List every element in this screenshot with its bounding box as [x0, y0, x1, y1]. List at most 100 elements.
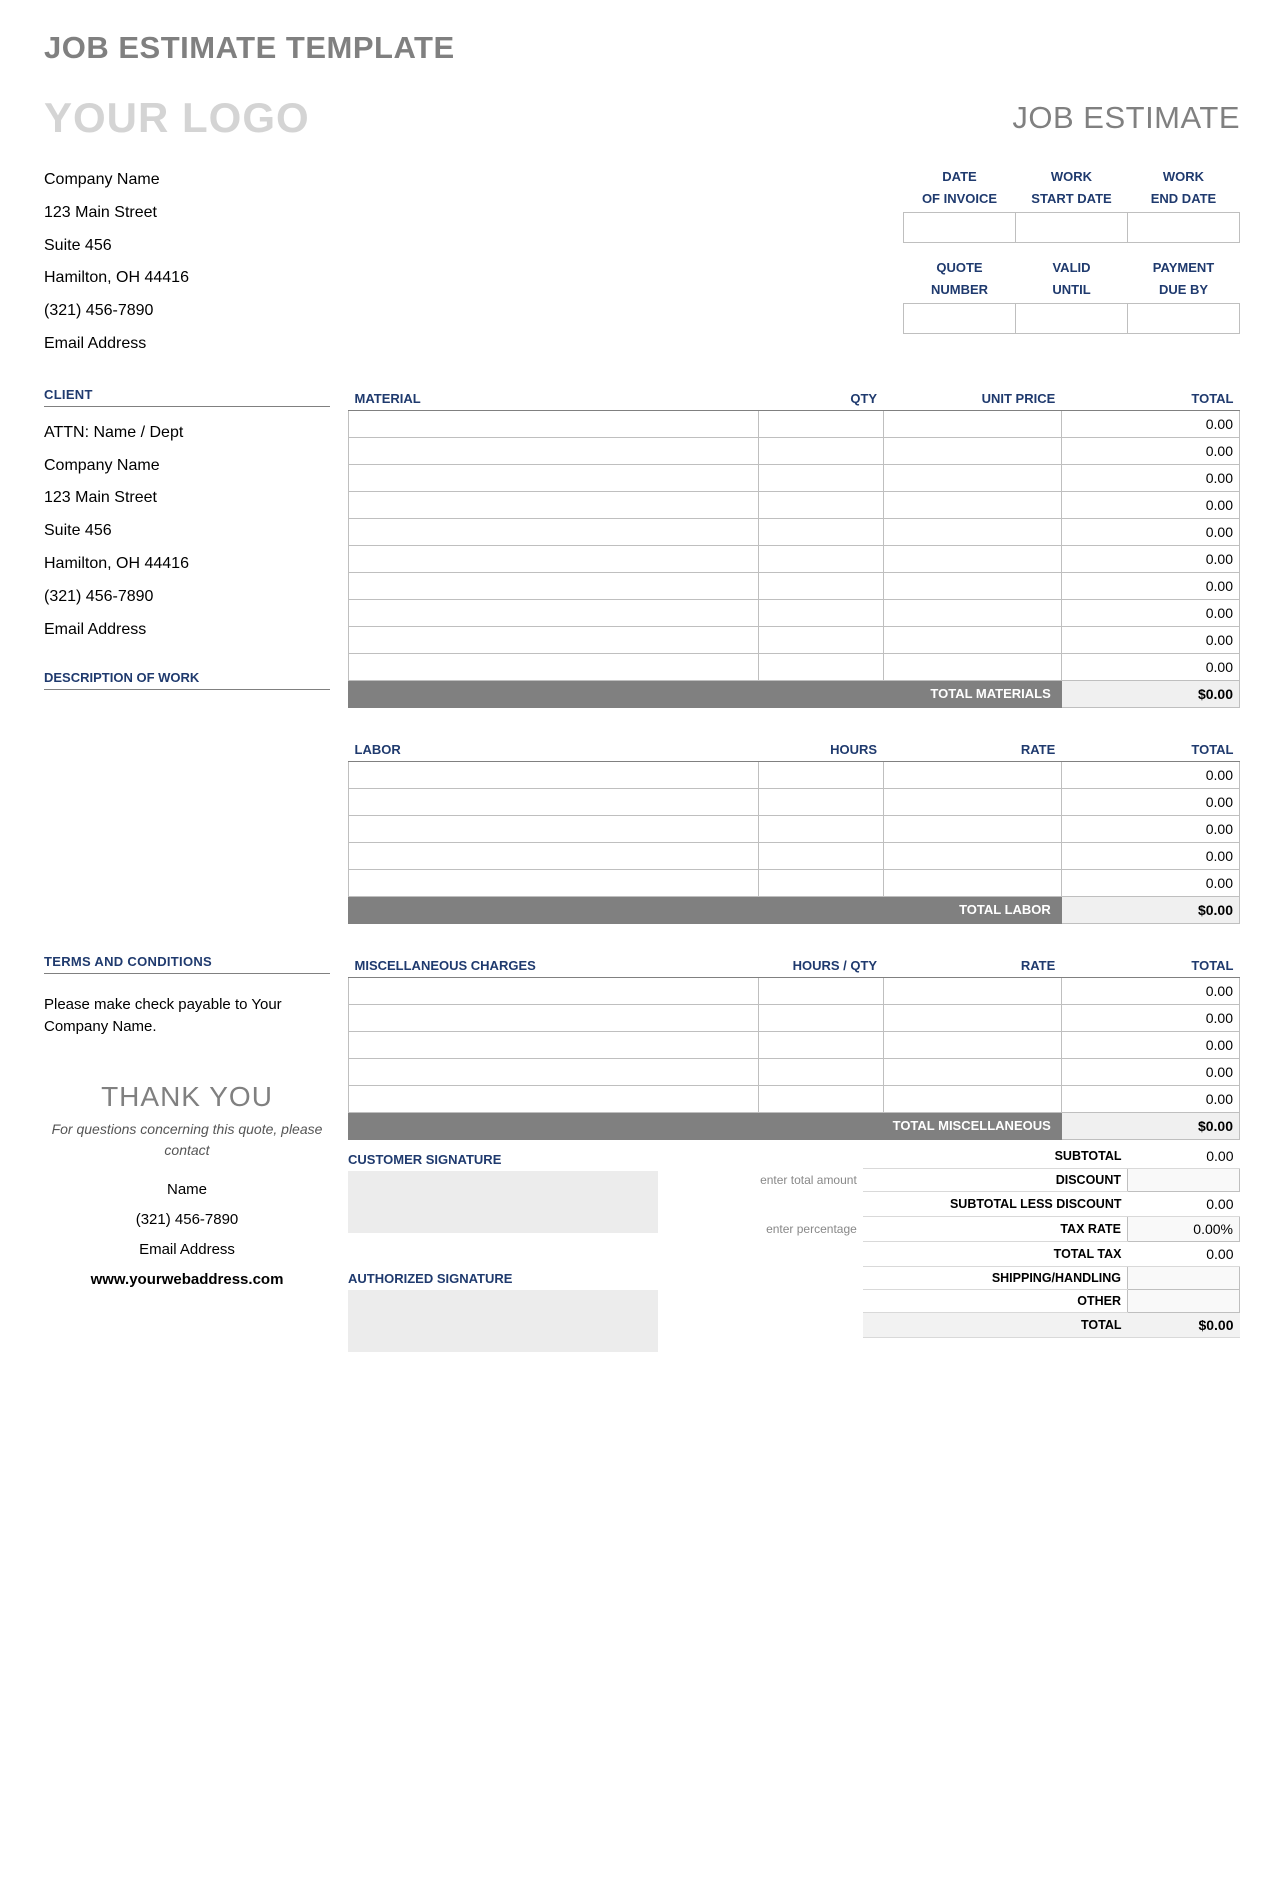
table-cell[interactable]	[349, 815, 759, 842]
table-cell[interactable]	[883, 491, 1061, 518]
table-cell[interactable]	[883, 1058, 1061, 1085]
table-cell[interactable]	[349, 653, 759, 680]
table-cell[interactable]	[758, 1004, 883, 1031]
customer-sig-label: CUSTOMER SIGNATURE	[348, 1152, 688, 1167]
val-shipping[interactable]	[1128, 1266, 1240, 1289]
table-cell[interactable]	[349, 626, 759, 653]
table-cell[interactable]: 0.00	[1061, 572, 1239, 599]
table-cell[interactable]	[758, 572, 883, 599]
table-cell[interactable]	[758, 1058, 883, 1085]
table-cell[interactable]	[883, 545, 1061, 572]
val-tax-rate[interactable]: 0.00%	[1128, 1216, 1240, 1241]
table-cell[interactable]	[883, 599, 1061, 626]
table-cell[interactable]: 0.00	[1061, 788, 1239, 815]
table-cell[interactable]: 0.00	[1061, 626, 1239, 653]
table-cell[interactable]	[758, 842, 883, 869]
table-cell[interactable]	[758, 788, 883, 815]
table-cell[interactable]: 0.00	[1061, 869, 1239, 896]
payment-due-cell[interactable]	[1128, 303, 1240, 333]
table-cell[interactable]	[758, 1031, 883, 1058]
date-invoice-cell[interactable]	[904, 213, 1016, 243]
val-discount[interactable]	[1128, 1168, 1240, 1191]
table-cell[interactable]: 0.00	[1061, 464, 1239, 491]
table-cell[interactable]: 0.00	[1061, 410, 1239, 437]
table-cell[interactable]: 0.00	[1061, 599, 1239, 626]
table-cell[interactable]	[883, 977, 1061, 1004]
table-cell[interactable]	[349, 518, 759, 545]
table-cell[interactable]	[883, 464, 1061, 491]
table-cell[interactable]	[349, 869, 759, 896]
table-cell[interactable]	[349, 464, 759, 491]
table-cell[interactable]	[758, 869, 883, 896]
quote-number-cell[interactable]	[904, 303, 1016, 333]
table-cell[interactable]	[349, 545, 759, 572]
table-cell[interactable]: 0.00	[1061, 761, 1239, 788]
customer-sig-box[interactable]	[348, 1171, 658, 1233]
table-cell[interactable]	[758, 653, 883, 680]
table-cell[interactable]	[349, 1004, 759, 1031]
table-cell[interactable]	[349, 1058, 759, 1085]
table-cell[interactable]: 0.00	[1061, 653, 1239, 680]
table-cell[interactable]	[883, 518, 1061, 545]
val-other[interactable]	[1128, 1289, 1240, 1312]
table-cell[interactable]	[883, 869, 1061, 896]
table-cell[interactable]	[758, 977, 883, 1004]
table-cell[interactable]	[883, 1004, 1061, 1031]
table-cell[interactable]: 0.00	[1061, 1085, 1239, 1112]
work-end-cell[interactable]	[1128, 213, 1240, 243]
table-cell[interactable]	[883, 761, 1061, 788]
table-cell[interactable]	[758, 626, 883, 653]
table-cell[interactable]	[758, 491, 883, 518]
table-cell[interactable]	[758, 599, 883, 626]
table-cell[interactable]: 0.00	[1061, 842, 1239, 869]
table-cell[interactable]	[758, 545, 883, 572]
table-cell[interactable]	[883, 653, 1061, 680]
table-cell[interactable]	[758, 410, 883, 437]
table-cell[interactable]: 0.00	[1061, 1031, 1239, 1058]
table-cell[interactable]	[349, 1031, 759, 1058]
work-start-cell[interactable]	[1016, 213, 1128, 243]
table-cell[interactable]: 0.00	[1061, 518, 1239, 545]
table-cell[interactable]	[349, 437, 759, 464]
table-cell[interactable]	[349, 491, 759, 518]
table-cell[interactable]	[883, 410, 1061, 437]
table-cell[interactable]: 0.00	[1061, 1004, 1239, 1031]
table-cell[interactable]: 0.00	[1061, 977, 1239, 1004]
table-cell[interactable]	[883, 572, 1061, 599]
table-cell[interactable]	[349, 977, 759, 1004]
table-cell[interactable]	[883, 1085, 1061, 1112]
table-cell[interactable]	[349, 761, 759, 788]
table-cell[interactable]	[349, 1085, 759, 1112]
table-cell[interactable]	[758, 437, 883, 464]
table-cell[interactable]	[758, 815, 883, 842]
auth-sig-label: AUTHORIZED SIGNATURE	[348, 1271, 688, 1286]
table-cell[interactable]	[758, 1085, 883, 1112]
table-cell[interactable]: 0.00	[1061, 815, 1239, 842]
table-cell[interactable]	[883, 788, 1061, 815]
table-cell[interactable]	[883, 842, 1061, 869]
lbl-other: OTHER	[863, 1289, 1128, 1312]
table-cell[interactable]	[758, 761, 883, 788]
labor-table: LABOR HOURS RATE TOTAL 0.000.000.000.000…	[348, 738, 1240, 924]
table-cell[interactable]	[883, 1031, 1061, 1058]
col-total-m: TOTAL	[1061, 954, 1239, 978]
auth-sig-box[interactable]	[348, 1290, 658, 1352]
table-cell[interactable]: 0.00	[1061, 545, 1239, 572]
table-cell[interactable]	[883, 815, 1061, 842]
valid-until-cell[interactable]	[1016, 303, 1128, 333]
table-cell[interactable]: 0.00	[1061, 1058, 1239, 1085]
table-cell[interactable]	[349, 788, 759, 815]
table-cell[interactable]: 0.00	[1061, 491, 1239, 518]
table-cell[interactable]	[758, 518, 883, 545]
table-cell[interactable]	[349, 410, 759, 437]
company-email: Email Address	[44, 328, 344, 361]
table-cell[interactable]	[349, 842, 759, 869]
table-cell[interactable]	[349, 572, 759, 599]
table-cell[interactable]: 0.00	[1061, 437, 1239, 464]
val-grand-total: $0.00	[1128, 1312, 1240, 1337]
table-cell[interactable]	[758, 464, 883, 491]
table-cell[interactable]	[883, 437, 1061, 464]
table-cell[interactable]	[883, 626, 1061, 653]
contact-name: Name	[44, 1175, 330, 1205]
table-cell[interactable]	[349, 599, 759, 626]
